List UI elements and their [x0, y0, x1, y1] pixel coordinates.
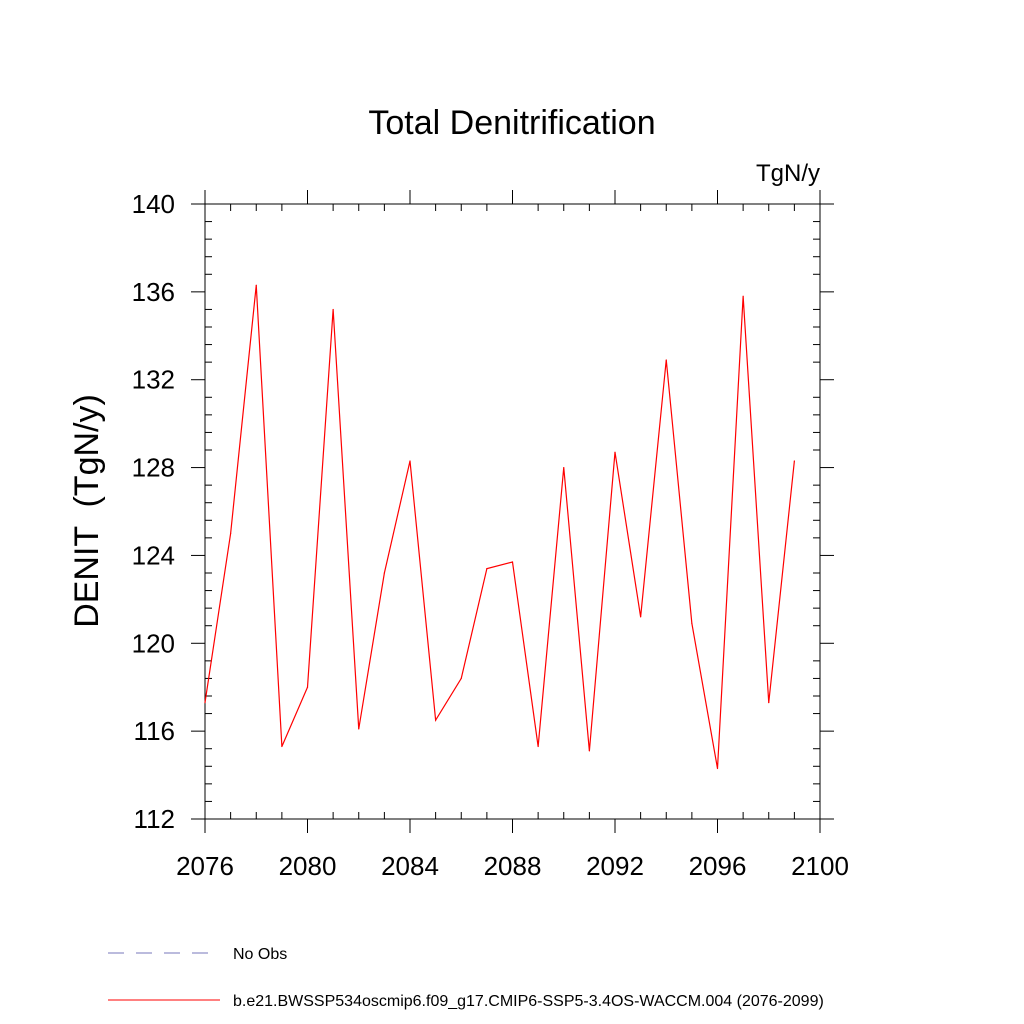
- x-tick-label: 2096: [689, 851, 747, 881]
- data-point: [665, 359, 667, 361]
- data-point: [640, 616, 642, 618]
- data-point: [435, 719, 437, 721]
- data-point: [511, 561, 514, 563]
- plot-frame: [204, 203, 821, 820]
- y-axis: 112 116 120 124 128 132 136 140: [132, 189, 834, 834]
- series-layer: [204, 284, 795, 770]
- data-point: [332, 308, 334, 311]
- data-point: [281, 745, 283, 748]
- legend-label: b.e21.BWSSP534oscmip6.f09_g17.CMIP6-SSP5…: [233, 993, 824, 1010]
- data-point: [204, 701, 206, 704]
- y-axis-label: DENIT (TgN/y): [68, 394, 106, 628]
- series-line-0: [204, 285, 795, 769]
- legend-label: No Obs: [233, 946, 287, 963]
- data-point: [460, 677, 462, 680]
- data-point: [358, 728, 360, 730]
- data-point: [255, 284, 257, 286]
- y-tick-label: 120: [132, 628, 175, 658]
- x-tick-label: 2084: [381, 851, 439, 881]
- data-point: [486, 568, 488, 570]
- x-tick-label: 2092: [586, 851, 644, 881]
- x-tick-label: 2076: [176, 851, 234, 881]
- data-point: [588, 750, 590, 752]
- y-tick-label: 128: [132, 453, 175, 483]
- data-point: [742, 295, 744, 297]
- y-tick-label: 136: [132, 277, 175, 307]
- data-point: [383, 572, 385, 574]
- data-point: [793, 460, 795, 462]
- y-tick-label: 112: [134, 804, 175, 834]
- data-point: [230, 532, 232, 535]
- data-point: [537, 745, 539, 748]
- chart-title: Total Denitrification: [368, 104, 655, 142]
- data-point: [563, 466, 565, 469]
- data-point: [691, 622, 693, 625]
- data-point: [306, 686, 309, 688]
- x-axis: 2076 2080 2084 2088 2092 2096 2100: [176, 190, 849, 881]
- legend: No Obs b.e21.BWSSP534oscmip6.f09_g17.CMIP…: [108, 946, 824, 1010]
- y-tick-label: 124: [132, 540, 175, 570]
- data-point: [614, 451, 616, 453]
- y-tick-label: 116: [134, 716, 175, 746]
- y-tick-label: 140: [132, 189, 175, 219]
- data-point: [768, 701, 770, 704]
- x-tick-label: 2080: [279, 851, 337, 881]
- x-tick-label: 2088: [484, 851, 542, 881]
- x-tick-label: 2100: [791, 851, 849, 881]
- y-tick-label: 132: [132, 365, 175, 395]
- data-point: [409, 460, 411, 462]
- data-point: [716, 767, 719, 770]
- units-label: TgN/y: [756, 160, 820, 187]
